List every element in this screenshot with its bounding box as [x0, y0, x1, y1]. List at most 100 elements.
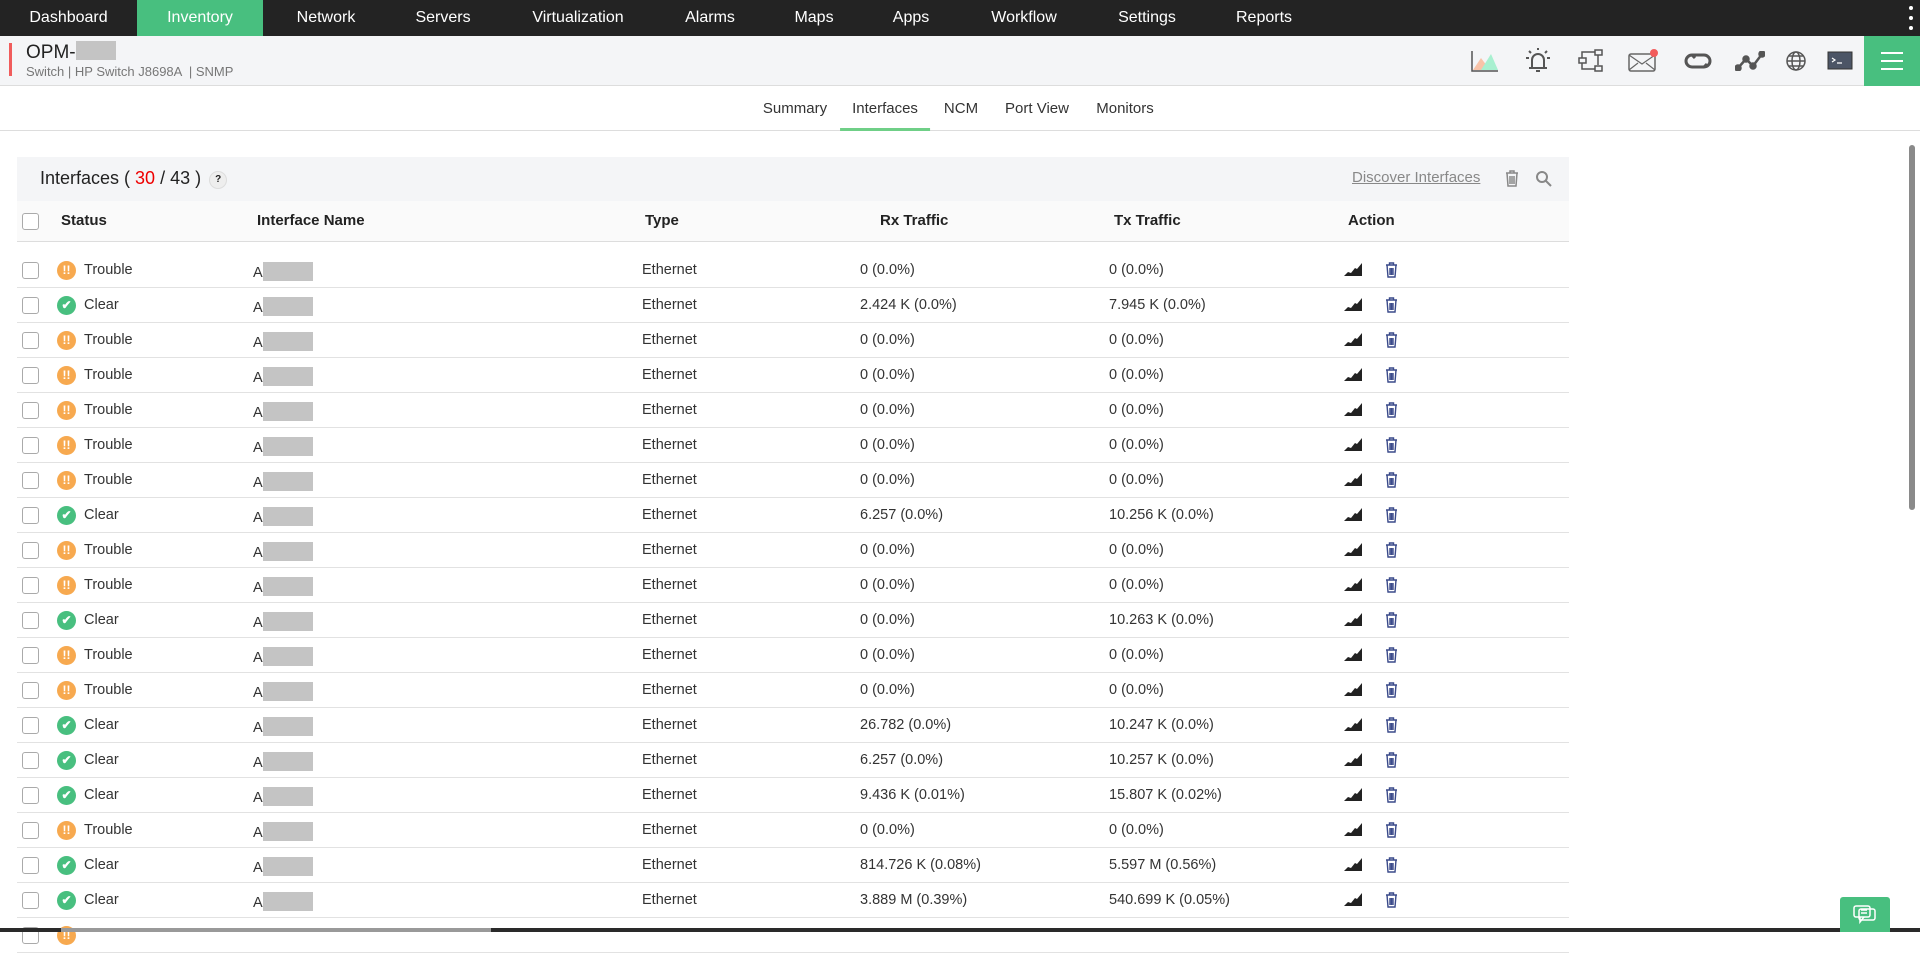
- area-chart-icon[interactable]: [1470, 46, 1500, 76]
- row-checkbox[interactable]: [22, 367, 39, 384]
- table-row[interactable]: !! Trouble A Ethernet 0 (0.0%) 0 (0.0%): [17, 463, 1569, 498]
- table-row[interactable]: ✔ Clear A Ethernet 3.889 M (0.39%) 540.699 K …: [17, 883, 1569, 918]
- table-row[interactable]: !! Trouble A Ethernet 0 (0.0%) 0 (0.0%): [17, 428, 1569, 463]
- delete-row-icon[interactable]: [1385, 297, 1398, 317]
- row-checkbox[interactable]: [22, 682, 39, 699]
- interface-name[interactable]: A: [253, 892, 313, 911]
- nav-dashboard[interactable]: Dashboard: [29, 9, 108, 26]
- delete-row-icon[interactable]: [1385, 752, 1398, 772]
- traffic-graph-icon[interactable]: [1344, 647, 1362, 665]
- traffic-graph-icon[interactable]: [1344, 892, 1362, 910]
- traffic-graph-icon[interactable]: [1344, 822, 1362, 840]
- nav-inventory[interactable]: Inventory: [137, 0, 263, 36]
- traffic-graph-icon[interactable]: [1344, 402, 1362, 420]
- interface-name[interactable]: A: [253, 367, 313, 386]
- row-checkbox[interactable]: [22, 332, 39, 349]
- delete-row-icon[interactable]: [1385, 577, 1398, 597]
- row-checkbox[interactable]: [22, 472, 39, 489]
- interface-name[interactable]: A: [253, 297, 313, 316]
- traffic-graph-icon[interactable]: [1344, 577, 1362, 595]
- delete-row-icon[interactable]: [1385, 472, 1398, 492]
- row-checkbox[interactable]: [22, 577, 39, 594]
- delete-row-icon[interactable]: [1385, 507, 1398, 527]
- interface-name[interactable]: A: [253, 262, 313, 281]
- row-checkbox[interactable]: [22, 892, 39, 909]
- col-type[interactable]: Type: [645, 212, 679, 229]
- row-checkbox[interactable]: [22, 542, 39, 559]
- table-row[interactable]: !! Trouble A Ethernet 0 (0.0%) 0 (0.0%): [17, 568, 1569, 603]
- tab-summary[interactable]: Summary: [762, 100, 828, 117]
- traffic-graph-icon[interactable]: [1344, 507, 1362, 525]
- nav-maps[interactable]: Maps: [794, 9, 834, 26]
- nav-virtualization[interactable]: Virtualization: [532, 9, 624, 26]
- delete-row-icon[interactable]: [1385, 717, 1398, 737]
- row-checkbox[interactable]: [22, 787, 39, 804]
- hamburger-menu-button[interactable]: [1864, 36, 1920, 86]
- interface-name[interactable]: A: [253, 472, 313, 491]
- table-row[interactable]: ✔ Clear A Ethernet 0 (0.0%) 10.263 K (0.0%): [17, 603, 1569, 638]
- traffic-graph-icon[interactable]: [1344, 612, 1362, 630]
- interface-name[interactable]: A: [253, 402, 313, 421]
- interface-name[interactable]: A: [253, 437, 313, 456]
- more-options-icon[interactable]: [1908, 6, 1914, 30]
- chat-button[interactable]: [1840, 897, 1890, 932]
- row-checkbox[interactable]: [22, 717, 39, 734]
- traffic-graph-icon[interactable]: [1344, 542, 1362, 560]
- delete-row-icon[interactable]: [1385, 542, 1398, 562]
- interface-name[interactable]: A: [253, 507, 313, 526]
- table-row[interactable]: ✔ Clear A Ethernet 2.424 K (0.0%) 7.945 K (0.…: [17, 288, 1569, 323]
- row-checkbox[interactable]: [22, 507, 39, 524]
- col-interface-name[interactable]: Interface Name: [257, 212, 365, 229]
- traffic-graph-icon[interactable]: [1344, 682, 1362, 700]
- row-checkbox[interactable]: [22, 612, 39, 629]
- traffic-graph-icon[interactable]: [1344, 717, 1362, 735]
- table-row[interactable]: !! Trouble A Ethernet 0 (0.0%) 0 (0.0%): [17, 813, 1569, 848]
- traffic-graph-icon[interactable]: [1344, 262, 1362, 280]
- traffic-graph-icon[interactable]: [1344, 752, 1362, 770]
- nav-network[interactable]: Network: [296, 9, 356, 26]
- tab-port-view[interactable]: Port View: [1005, 100, 1069, 117]
- delete-row-icon[interactable]: [1385, 402, 1398, 422]
- globe-icon[interactable]: [1781, 46, 1811, 76]
- delete-row-icon[interactable]: [1385, 612, 1398, 632]
- interface-name[interactable]: A: [253, 717, 313, 736]
- delete-row-icon[interactable]: [1385, 367, 1398, 387]
- horizontal-scrollbar[interactable]: [0, 928, 1920, 932]
- table-row[interactable]: !! Trouble A Ethernet 0 (0.0%) 0 (0.0%): [17, 358, 1569, 393]
- table-row[interactable]: !! Trouble A Ethernet 0 (0.0%) 0 (0.0%): [17, 533, 1569, 568]
- graph-icon[interactable]: [1735, 46, 1765, 76]
- delete-row-icon[interactable]: [1385, 682, 1398, 702]
- interface-name[interactable]: A: [253, 332, 313, 351]
- search-icon[interactable]: [1535, 170, 1552, 192]
- discover-interfaces-link[interactable]: Discover Interfaces: [1352, 169, 1481, 186]
- interface-name[interactable]: A: [253, 612, 313, 631]
- interface-name[interactable]: A: [253, 542, 313, 561]
- select-all-checkbox[interactable]: [22, 213, 39, 230]
- delete-row-icon[interactable]: [1385, 857, 1398, 877]
- tab-ncm[interactable]: NCM: [943, 100, 979, 117]
- interface-name[interactable]: A: [253, 787, 313, 806]
- interface-name[interactable]: A: [253, 822, 313, 841]
- nav-alarms[interactable]: Alarms: [685, 9, 735, 26]
- nav-reports[interactable]: Reports: [1235, 9, 1293, 26]
- table-row[interactable]: ✔ Clear A Ethernet 9.436 K (0.01%) 15.807 K (…: [17, 778, 1569, 813]
- table-row[interactable]: ✔ Clear A Ethernet 6.257 (0.0%) 10.257 K (0.0…: [17, 743, 1569, 778]
- interface-name[interactable]: A: [253, 682, 313, 701]
- nav-settings[interactable]: Settings: [1118, 9, 1176, 26]
- interface-name[interactable]: A: [253, 752, 313, 771]
- sync-icon[interactable]: [1682, 46, 1712, 76]
- table-row[interactable]: !! Trouble A Ethernet 0 (0.0%) 0 (0.0%): [17, 323, 1569, 358]
- table-row[interactable]: ✔ Clear A Ethernet 26.782 (0.0%) 10.247 K (0.…: [17, 708, 1569, 743]
- nav-servers[interactable]: Servers: [415, 9, 471, 26]
- alarm-bell-icon[interactable]: [1523, 46, 1553, 76]
- row-checkbox[interactable]: [22, 437, 39, 454]
- delete-icon[interactable]: [1505, 170, 1519, 192]
- delete-row-icon[interactable]: [1385, 787, 1398, 807]
- traffic-graph-icon[interactable]: [1344, 472, 1362, 490]
- table-row[interactable]: !! Trouble A Ethernet 0 (0.0%) 0 (0.0%): [17, 393, 1569, 428]
- delete-row-icon[interactable]: [1385, 332, 1398, 352]
- col-rx-traffic[interactable]: Rx Traffic: [880, 212, 949, 229]
- table-row[interactable]: !! Trouble A Ethernet 0 (0.0%) 0 (0.0%): [17, 253, 1569, 288]
- traffic-graph-icon[interactable]: [1344, 332, 1362, 350]
- delete-row-icon[interactable]: [1385, 822, 1398, 842]
